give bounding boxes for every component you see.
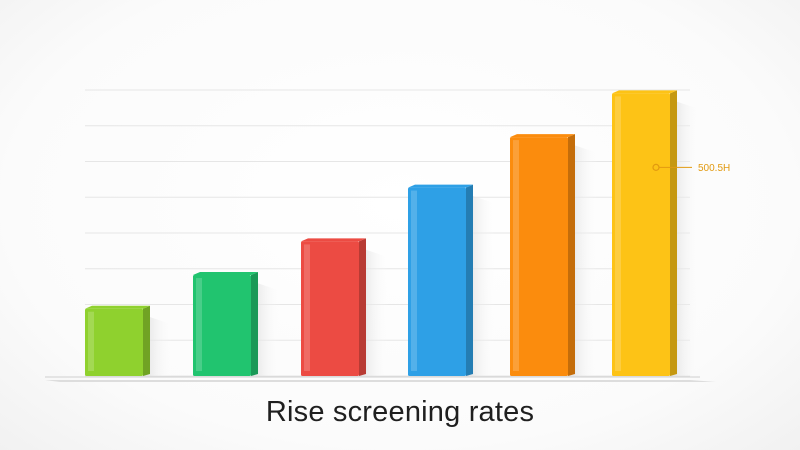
bar-shadow (466, 193, 496, 376)
bar-highlight (196, 278, 202, 371)
bar-highlight (411, 190, 417, 371)
bar-3 (301, 238, 389, 376)
bar-shadow (143, 314, 173, 376)
bar-top (85, 305, 150, 309)
bar-side (568, 134, 575, 376)
bar-shadow (251, 281, 281, 376)
annotation-label: 500.5H (698, 163, 730, 174)
bar-side (466, 184, 473, 376)
bar-side (143, 305, 150, 376)
chart-title: Rise screening rates (265, 396, 535, 428)
bar-top (612, 90, 677, 94)
annotation: 500.5H (652, 163, 730, 174)
bar-6 (612, 90, 700, 376)
bar-highlight (615, 96, 621, 371)
floor-edge (45, 380, 716, 382)
bar-front (193, 275, 251, 376)
bar-2 (193, 272, 281, 376)
gridlines (85, 89, 690, 377)
bar-shadow (359, 247, 389, 376)
bar-1 (85, 305, 173, 376)
bar-highlight (304, 244, 310, 371)
bar-top (510, 134, 575, 138)
bar-top (301, 238, 366, 242)
bar-4 (408, 184, 496, 376)
bar-highlight (513, 140, 519, 371)
bar-front (408, 187, 466, 376)
chart-floor (45, 376, 716, 382)
bar-front (510, 137, 568, 376)
bar-side (670, 90, 677, 376)
bar-front (301, 241, 359, 376)
bar-5 (510, 134, 598, 376)
bar-top (193, 272, 258, 276)
bar-side (251, 272, 258, 376)
bar-side (359, 238, 366, 376)
bar-top (408, 184, 473, 188)
bar-front (85, 308, 143, 376)
bar-shadow (568, 143, 598, 376)
bars (85, 90, 700, 376)
bar-shadow (670, 99, 700, 376)
bar-highlight (88, 311, 94, 371)
